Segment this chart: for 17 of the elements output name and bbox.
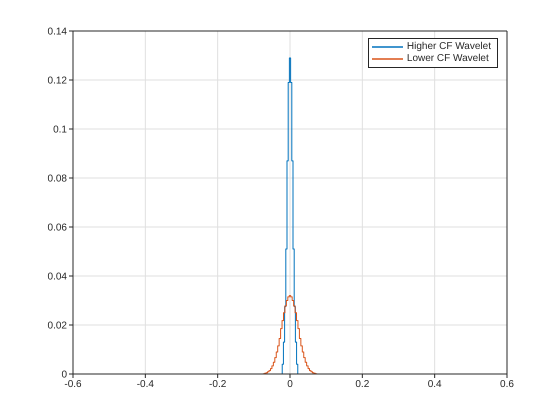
y-tick-label: 0.1 [53,124,68,136]
legend-label: Lower CF Wavelet [406,53,489,65]
y-tick-label: 0.08 [48,174,68,185]
x-tick-label: -0.4 [136,379,154,390]
y-tick-label: 0.06 [48,222,68,234]
y-tick-label: 0.04 [48,272,68,283]
x-tick-label: 0 [287,379,294,390]
y-tick-label: 0.14 [48,26,68,38]
y-tick-label: 0.12 [48,76,68,87]
y-tick-label: 0 [61,370,68,381]
x-tick-label: 0.4 [428,379,442,390]
y-tick-label: 0.02 [48,320,68,332]
x-tick-label: -0.2 [209,379,227,390]
x-tick-label: -0.6 [64,379,82,390]
x-tick-label: 0.6 [500,379,514,390]
legend-label: Higher CF Wavelet [406,41,491,53]
x-tick-label: 0.2 [355,379,370,390]
